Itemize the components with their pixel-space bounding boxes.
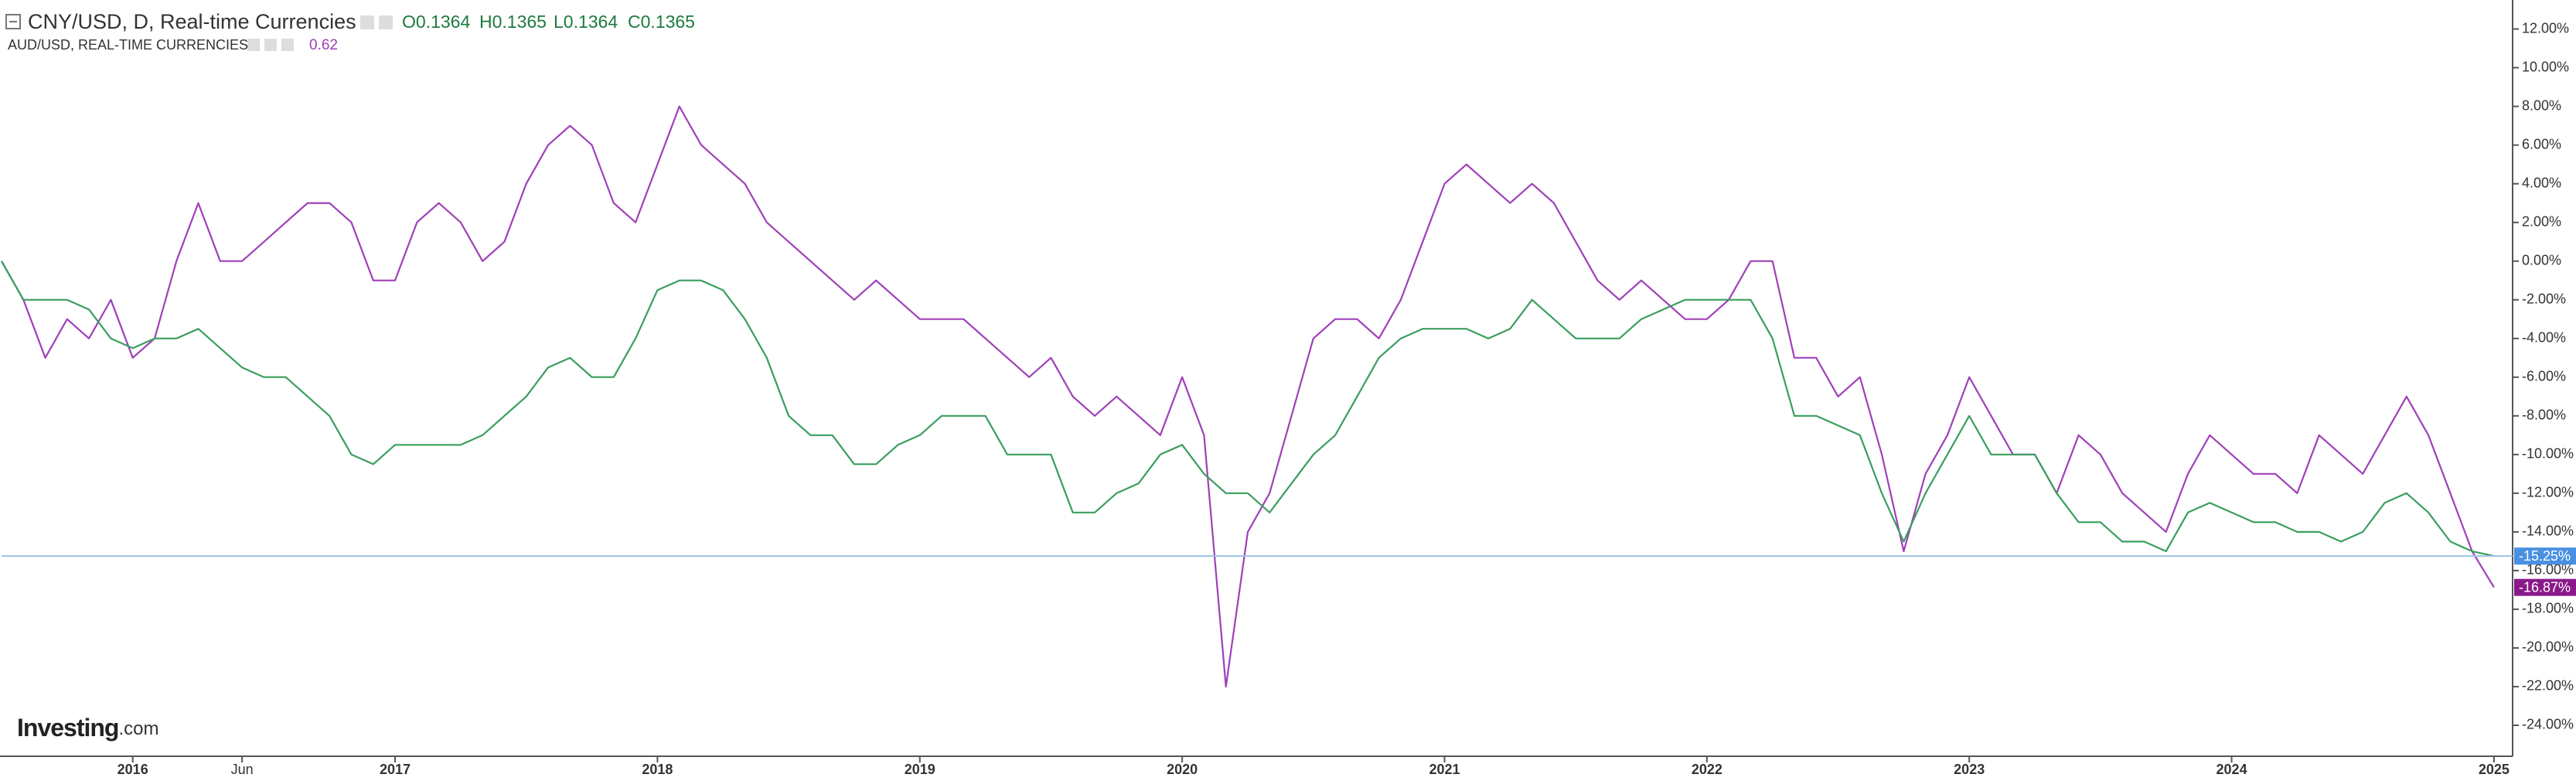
series-line xyxy=(1,105,2495,688)
y-tick-label: -4.00% xyxy=(2522,329,2566,345)
y-tick-label: 10.00% xyxy=(2522,59,2569,74)
y-tick-label: -14.00% xyxy=(2522,524,2574,539)
x-tick-label: 2025 xyxy=(2479,762,2510,777)
x-tick-label: 2017 xyxy=(380,762,411,777)
last-value-label: -16.87% xyxy=(2519,579,2571,595)
brand-logo: Investing.com xyxy=(17,714,158,742)
y-tick-label: -6.00% xyxy=(2522,368,2566,384)
y-tick-label: 4.00% xyxy=(2522,175,2561,190)
ohlc-value: O0.1364 xyxy=(402,12,470,32)
y-tick-label: -8.00% xyxy=(2522,408,2566,423)
x-tick-label: 2019 xyxy=(905,762,935,777)
y-tick-label: 2.00% xyxy=(2522,213,2561,229)
settings-icon[interactable] xyxy=(247,39,260,51)
brand-name: Investing xyxy=(17,714,118,742)
x-tick-label: 2020 xyxy=(1167,762,1198,777)
settings-icon[interactable] xyxy=(360,15,374,29)
remove-icon[interactable] xyxy=(281,39,294,51)
last-value-badge xyxy=(2514,547,2576,565)
last-value-badge xyxy=(2514,578,2576,596)
collapse-icon[interactable] xyxy=(5,14,21,29)
series-line xyxy=(1,261,2495,558)
last-value-label: -15.25% xyxy=(2519,548,2571,564)
visibility-icon[interactable] xyxy=(379,15,393,29)
series-legend: AUD/USD, REAL-TIME CURRENCIES xyxy=(8,37,248,53)
y-tick-label: -24.00% xyxy=(2522,717,2574,732)
y-tick-label: 6.00% xyxy=(2522,136,2561,152)
x-tick-label: 2016 xyxy=(118,762,148,777)
y-tick-label: 12.00% xyxy=(2522,20,2569,36)
y-tick-label: -22.00% xyxy=(2522,678,2574,694)
visibility-icon[interactable] xyxy=(264,39,277,51)
x-tick-label: Jun xyxy=(231,762,254,777)
x-tick-label: 2021 xyxy=(1429,762,1460,777)
x-tick-label: 2023 xyxy=(1954,762,1985,777)
y-tick-label: -20.00% xyxy=(2522,639,2574,655)
ohlc-value: H0.1365 xyxy=(479,12,547,32)
y-tick-label: 0.00% xyxy=(2522,252,2561,268)
y-tick-label: -16.00% xyxy=(2522,562,2574,578)
ohlc-value: L0.1364 xyxy=(554,12,618,32)
y-tick-label: -18.00% xyxy=(2522,601,2574,616)
x-tick-label: 2018 xyxy=(642,762,673,777)
y-tick-label: -2.00% xyxy=(2522,291,2566,306)
series-value: 0.62 xyxy=(309,37,338,53)
main-title: CNY/USD, D, Real-time Currencies xyxy=(28,10,356,33)
x-tick-label: 2024 xyxy=(2217,762,2247,777)
y-tick-label: 8.00% xyxy=(2522,97,2561,113)
x-tick-label: 2022 xyxy=(1692,762,1722,777)
y-tick-label: -12.00% xyxy=(2522,485,2574,500)
ohlc-value: C0.1365 xyxy=(628,12,695,32)
y-tick-label: -10.00% xyxy=(2522,446,2574,462)
brand-suffix: .com xyxy=(118,718,158,739)
